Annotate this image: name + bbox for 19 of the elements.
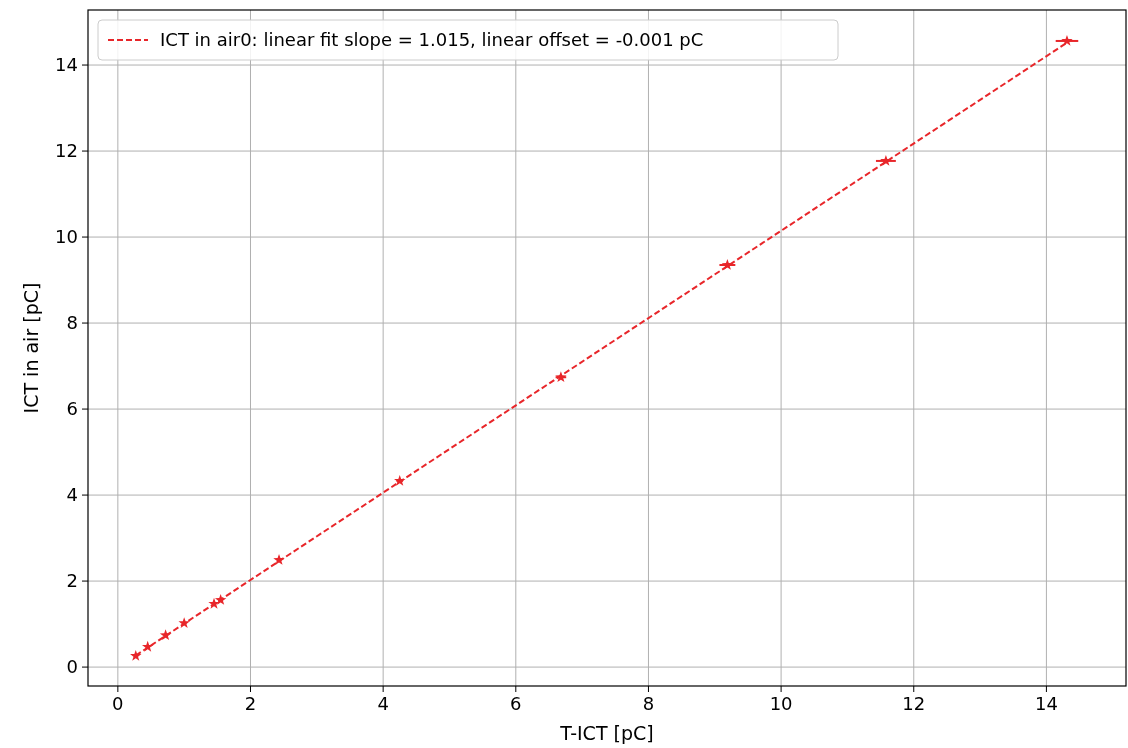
y-tick-label: 6	[66, 398, 78, 420]
y-tick-label: 10	[55, 226, 78, 248]
y-tick-label: 0	[66, 656, 78, 678]
x-tick-label: 14	[1034, 693, 1058, 714]
x-tick-label: 8	[642, 693, 655, 714]
x-tick-label: 10	[769, 693, 793, 714]
x-tick-label: 6	[510, 693, 522, 714]
legend-label: ICT in air0: linear fit slope = 1.015, linear offset = -0.001 pC	[160, 29, 704, 51]
x-tick-label: 12	[902, 693, 926, 714]
y-tick-label: 14	[55, 54, 78, 76]
x-tick-label: 2	[244, 693, 257, 714]
y-tick-label: 4	[66, 484, 78, 506]
x-tick-label: 4	[377, 693, 389, 714]
y-tick-label: 2	[66, 570, 78, 592]
x-axis-title: T-ICT [pC]	[559, 722, 654, 744]
x-tick-label: 0	[112, 693, 124, 714]
y-tick-label: 12	[55, 140, 78, 162]
y-tick-label: 8	[66, 312, 78, 334]
y-axis-title: ICT in air [pC]	[20, 282, 42, 414]
